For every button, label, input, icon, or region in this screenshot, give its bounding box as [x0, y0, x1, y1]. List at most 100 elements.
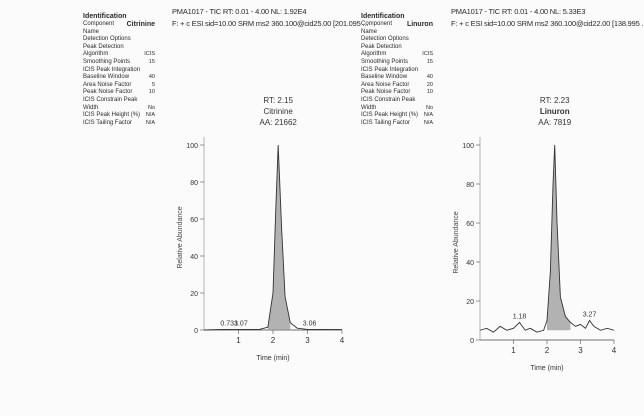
param-label: ICIS Peak Integration [83, 66, 141, 73]
chart-header-right: PMA1017 - TIC RT: 0.01 - 4.00 NL: 5.33E3… [451, 6, 644, 30]
series-line [479, 144, 615, 333]
header-line2: F: + c ESI sid=10.00 SRM ms2 360.100@cid… [451, 19, 644, 28]
peak-area-label: AA: 7819 [538, 118, 571, 127]
x-tick-label: 4 [612, 346, 617, 355]
param-value: No [425, 104, 433, 111]
peak-name-label: Citrinine [264, 107, 294, 116]
param-row: ICIS Tailing Factor N/A [361, 120, 433, 128]
x-tick-label: 1 [236, 336, 241, 345]
param-label: ICIS Peak Height (%) [83, 112, 141, 119]
param-label: Area Noise Factor [83, 81, 132, 88]
param-row: Component Name Linuron [361, 21, 433, 36]
peak-annotation: 0.733 [220, 320, 238, 327]
param-row: ICIS Tailing Factor N/A [83, 120, 155, 128]
param-label: Smoothing Points [361, 58, 409, 65]
y-tick-label: 40 [190, 254, 198, 261]
param-label: Detection Options [361, 36, 409, 43]
y-tick-label: 100 [186, 143, 198, 150]
param-value: 40 [426, 74, 433, 81]
param-value: ICIS [422, 51, 433, 58]
y-axis-title: Relative Abundance [453, 211, 460, 273]
series-line [203, 144, 343, 331]
param-value: N/A [145, 112, 155, 119]
header-line1: PMA1017 - TIC RT: 0.01 - 4.00 NL: 5.33E3 [451, 7, 586, 16]
chromatogram-right: 100 80 60 40 20 0 1 2 3 4 Time (min) Relative Abund… [453, 96, 617, 372]
param-label: Baseline Window [361, 74, 408, 81]
param-label: Peak Detection [83, 43, 124, 50]
y-tick-label: 80 [466, 182, 474, 189]
chromatogram-left: 100 80 60 40 20 0 1 2 3 4 Time (min) Relative Abund… [177, 96, 345, 362]
param-row: Peak Noise Factor 10 [83, 89, 155, 97]
x-tick-label: 1 [511, 346, 516, 355]
x-axis-title: Time (min) [256, 355, 289, 362]
param-label: Width [83, 104, 99, 111]
param-label: Area Noise Factor [361, 81, 410, 88]
x-tick-label: 2 [271, 336, 276, 345]
y-tick-label: 60 [190, 217, 198, 224]
peak-area [547, 145, 571, 331]
param-label: Peak Detection [361, 43, 402, 50]
peak-annotation: 1.18 [513, 313, 527, 320]
params-title: Identification [83, 13, 127, 20]
param-label: Algorithm [361, 51, 387, 58]
header-line1: PMA1017 - TIC RT: 0.01 - 4.00 NL: 1.92E4 [172, 7, 307, 16]
param-row: Baseline Window 40 [361, 74, 433, 82]
y-tick-label: 0 [470, 338, 474, 345]
param-label: ICIS Constrain Peak [83, 96, 138, 103]
param-value: 10 [426, 89, 433, 96]
param-label: Algorithm [83, 51, 109, 58]
param-row: Area Noise Factor 20 [361, 82, 433, 90]
param-label: Detection Options [83, 36, 131, 43]
x-tick-label: 4 [340, 336, 345, 345]
param-label: Peak Noise Factor [83, 89, 133, 96]
param-label: ICIS Tailing Factor [361, 119, 410, 126]
param-row: Baseline Window 40 [83, 74, 155, 82]
param-row: ICIS Constrain Peak [361, 97, 433, 105]
y-tick-label: 80 [190, 180, 198, 187]
peak-annotation: 1.07 [234, 320, 248, 327]
param-row: Algorithm ICIS [361, 51, 433, 59]
param-row: Detection Options [83, 36, 155, 44]
param-label: Smoothing Points [83, 58, 131, 65]
y-tick-label: 20 [466, 299, 474, 306]
param-row: Detection Options [361, 36, 433, 44]
param-row: Smoothing Points 15 [83, 59, 155, 67]
x-tick-label: 2 [545, 346, 550, 355]
param-row: ICIS Constrain Peak [83, 97, 155, 105]
param-value: Linuron [406, 21, 433, 28]
peak-name-label: Linuron [540, 107, 570, 116]
param-label: Peak Noise Factor [361, 89, 411, 96]
param-row: ICIS Peak Height (%) N/A [361, 112, 433, 120]
param-value: No [147, 104, 155, 111]
param-row: ICIS Peak Height (%) N/A [83, 112, 155, 120]
x-tick-label: 3 [305, 336, 310, 345]
peak-annotation: 3.06 [303, 320, 317, 327]
y-axis-title: Relative Abundance [177, 206, 184, 268]
peak-area-label: AA: 21662 [259, 118, 297, 127]
param-label: Component Name [361, 21, 393, 35]
param-row: Smoothing Points 15 [361, 59, 433, 67]
params-table-right: Identification Component Name Linuron Dete… [361, 12, 433, 127]
x-axis-title: Time (min) [530, 365, 563, 372]
y-tick-label: 60 [466, 221, 474, 228]
param-value: ICIS [144, 51, 155, 58]
param-value: 15 [148, 58, 155, 65]
chart-header-left: PMA1017 - TIC RT: 0.01 - 4.00 NL: 1.92E4… [172, 6, 368, 30]
param-value: 20 [426, 81, 433, 88]
param-value: 40 [148, 74, 155, 81]
param-row: Peak Detection [83, 44, 155, 52]
peak-rt-label: RT: 2.23 [540, 96, 570, 105]
param-label: Width [361, 104, 377, 111]
param-label: Component Name [83, 21, 115, 35]
x-tick-label: 3 [578, 346, 583, 355]
param-value: N/A [423, 112, 433, 119]
param-value: Citrinine [126, 21, 155, 28]
param-label: ICIS Peak Height (%) [361, 112, 419, 119]
param-label: ICIS Constrain Peak [361, 96, 416, 103]
y-tick-label: 40 [466, 260, 474, 267]
param-value: 10 [148, 89, 155, 96]
param-row: Algorithm ICIS [83, 51, 155, 59]
peak-annotation: 3.27 [583, 312, 597, 319]
param-row: Width No [83, 105, 155, 113]
param-row: ICIS Peak Integration [83, 67, 155, 75]
